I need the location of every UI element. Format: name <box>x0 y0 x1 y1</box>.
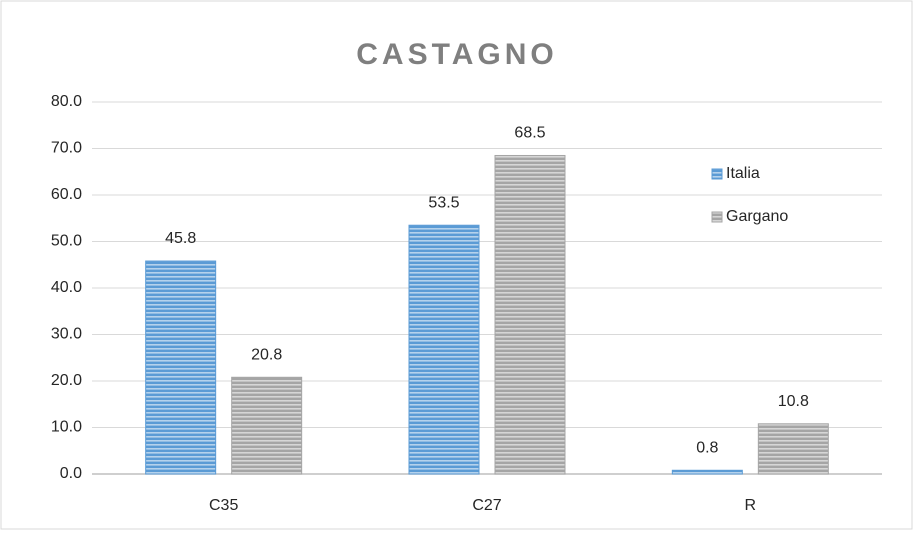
bar <box>671 469 743 475</box>
x-tick-label: C27 <box>472 497 501 514</box>
y-tick-label: 80.0 <box>51 93 82 110</box>
y-tick-label: 20.0 <box>51 372 82 389</box>
legend-swatch <box>711 211 723 223</box>
bar <box>145 260 217 475</box>
bar <box>231 376 303 475</box>
data-label: 68.5 <box>514 125 545 142</box>
y-tick-label: 40.0 <box>51 279 82 296</box>
y-tick-label: 60.0 <box>51 186 82 203</box>
x-tick-label: R <box>745 497 757 514</box>
y-tick-label: 70.0 <box>51 140 82 157</box>
y-tick-label: 10.0 <box>51 419 82 436</box>
x-tick-label: C35 <box>209 497 238 514</box>
data-label: 20.8 <box>251 346 282 363</box>
y-tick-label: 0.0 <box>60 465 82 482</box>
y-tick-label: 30.0 <box>51 326 82 343</box>
chart-title: CASTAGNO <box>356 38 557 71</box>
bar <box>494 154 566 475</box>
bar <box>408 224 480 475</box>
bar <box>757 423 829 475</box>
legend-swatch <box>711 168 723 180</box>
data-label: 45.8 <box>165 230 196 247</box>
data-label: 0.8 <box>696 439 718 456</box>
legend-label: Gargano <box>726 208 788 225</box>
data-label: 53.5 <box>428 194 459 211</box>
legend-label: Italia <box>726 165 760 182</box>
y-tick-label: 50.0 <box>51 233 82 250</box>
data-label: 10.8 <box>778 393 809 410</box>
